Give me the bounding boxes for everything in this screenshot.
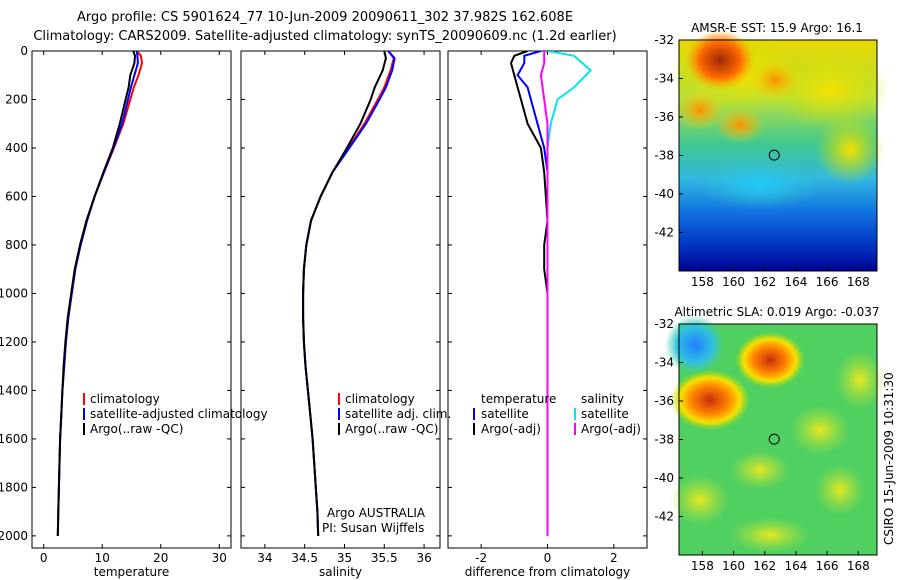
sst-map-title: AMSR-E SST: 15.9 Argo: 16.1: [691, 21, 863, 35]
series-line: [56, 51, 137, 536]
legend-label-climatology: climatology: [90, 392, 160, 406]
map-x-tick-label: 166: [816, 275, 839, 289]
x-tick-label: -2: [475, 551, 487, 565]
map-x-tick-label: 162: [753, 559, 776, 573]
map-x-tick-label: 168: [847, 275, 870, 289]
depth-tick-label: 2000: [0, 529, 28, 543]
legend-label-temp-argo: Argo(-adj): [481, 422, 541, 436]
depth-tick-label: 1600: [0, 432, 28, 446]
csiro-stamp: CSIRO 15-Jun-2009 10:31:30: [882, 372, 896, 545]
argo-program-label: Argo AUSTRALIA: [327, 506, 426, 520]
sst-argo-marker: [768, 149, 780, 161]
map-y-tick-label: -34: [654, 72, 674, 86]
sla-map-title: Altimetric SLA: 0.019 Argo: -0.037: [674, 305, 879, 319]
depth-tick-label: 1200: [0, 335, 28, 349]
x-axis-label: salinity: [319, 565, 362, 579]
map-x-tick-label: 164: [784, 559, 807, 573]
map-y-tick-label: -32: [654, 33, 674, 47]
map-x-tick-label: 164: [784, 275, 807, 289]
legend-label-satellite: satellite-adjusted climatology: [90, 407, 268, 421]
legend-label-argo: Argo(..raw -QC): [90, 422, 183, 436]
sst-map: [670, 30, 890, 272]
legend-label-sal-satellite: satellite: [581, 407, 629, 421]
legend-difference: temperature satellite Argo(-adj) salinit…: [473, 392, 641, 436]
map-x-tick-label: 160: [722, 275, 745, 289]
x-tick-label: 10: [95, 551, 110, 565]
legend-heading-salinity: salinity: [581, 392, 624, 406]
map-x-tick-label: 158: [691, 559, 714, 573]
x-tick-label: 0: [40, 551, 48, 565]
depth-tick-label: 1400: [0, 383, 28, 397]
depth-tick-label: 200: [5, 92, 28, 106]
series-group: [56, 51, 144, 536]
series-line: [516, 51, 549, 536]
map-x-tick-label: 158: [691, 275, 714, 289]
x-tick-label: 20: [153, 551, 168, 565]
legend-heading-temperature: temperature: [481, 392, 556, 406]
title-line-2: Climatology: CARS2009. Satellite-adjuste…: [33, 29, 617, 44]
series-line: [56, 51, 139, 536]
map-y-tick-label: -42: [654, 510, 674, 524]
series-line: [302, 51, 387, 536]
depth-tick-label: 400: [5, 141, 28, 155]
x-tick-label: 34: [257, 551, 272, 565]
series-line: [509, 51, 549, 536]
legend-label-argo: Argo(..raw -QC): [345, 422, 438, 436]
legend-label-temp-satellite: satellite: [481, 407, 529, 421]
series-line: [539, 51, 549, 536]
pi-label: PI: Susan Wijffels: [322, 521, 424, 535]
map-y-tick-label: -36: [654, 394, 674, 408]
sla-argo-marker: [768, 433, 780, 445]
map-x-tick-label: 166: [816, 559, 839, 573]
series-group: [509, 51, 593, 536]
legend-label-climatology: climatology: [345, 392, 415, 406]
sla-map: [665, 315, 885, 556]
legend-temperature: climatology satellite-adjusted climatolo…: [83, 392, 268, 436]
map-y-tick-label: -42: [654, 226, 674, 240]
temperature-panel: [31, 50, 232, 549]
series-line: [302, 51, 396, 536]
salinity-panel: [240, 50, 441, 549]
depth-tick-label: 800: [5, 238, 28, 252]
map-x-tick-label: 168: [847, 559, 870, 573]
legend-label-sal-argo: Argo(-adj): [581, 422, 641, 436]
map-y-tick-label: -38: [654, 433, 674, 447]
x-tick-label: 34.5: [291, 551, 318, 565]
x-tick-label: 2: [610, 551, 618, 565]
x-tick-label: 35.5: [371, 551, 398, 565]
x-tick-label: 36: [416, 551, 431, 565]
map-y-tick-label: -40: [654, 187, 674, 201]
depth-tick-label: 0: [20, 44, 28, 58]
map-y-tick-label: -32: [654, 317, 674, 331]
x-axis-label: difference from climatology: [465, 565, 631, 579]
title-line-1: Argo profile: CS 5901624_77 10-Jun-2009 …: [76, 10, 574, 25]
map-y-tick-label: -36: [654, 110, 674, 124]
legend-salinity: climatology satellite adj. clim. Argo(..…: [338, 392, 451, 436]
series-group: [302, 51, 396, 536]
series-line: [546, 51, 593, 536]
depth-tick-label: 1800: [0, 480, 28, 494]
map-y-tick-label: -40: [654, 471, 674, 485]
x-tick-label: 30: [212, 551, 227, 565]
map-y-tick-label: -34: [654, 356, 674, 370]
legend-label-satellite: satellite adj. clim.: [345, 407, 451, 421]
map-x-tick-label: 162: [753, 275, 776, 289]
x-axis-label: temperature: [94, 565, 169, 579]
x-tick-label: 0: [544, 551, 552, 565]
map-y-tick-label: -38: [654, 149, 674, 163]
series-line: [302, 51, 395, 536]
map-x-tick-label: 160: [722, 559, 745, 573]
x-tick-label: 35: [337, 551, 352, 565]
depth-tick-label: 600: [5, 189, 28, 203]
depth-tick-label: 1000: [0, 286, 28, 300]
